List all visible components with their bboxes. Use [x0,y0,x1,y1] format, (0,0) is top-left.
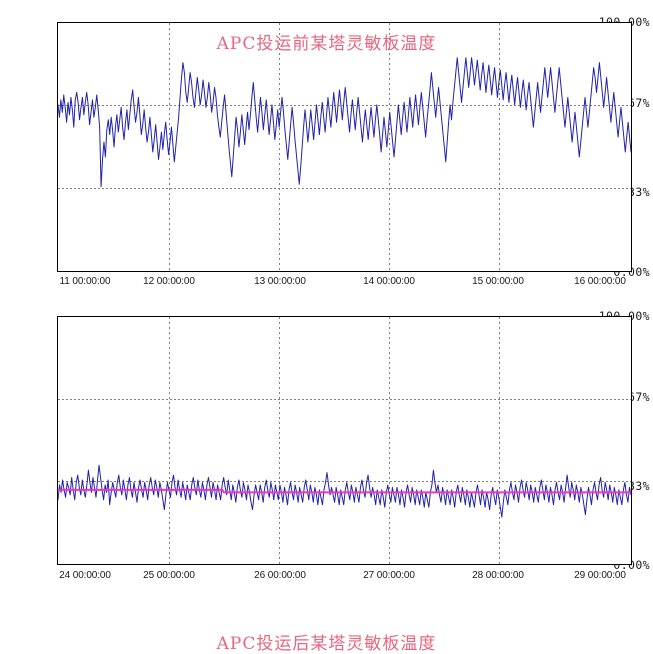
x-axis-tick-label: 11 00:00:00 [59,276,111,287]
x-axis-tick-label: 13 00:00:00 [254,276,306,287]
x-axis-tick-label: 25 00:00:00 [143,570,195,581]
x-axis-tick-label: 29 00:00:00 [574,570,626,581]
chart-title-after: APC投运后某塔灵敏板温度 [216,634,437,654]
chart-panel-after: 100.00% 66.67% 33.33% 0.00% APC投运后某塔灵敏板温… [0,300,653,654]
plot-area-after [57,316,632,565]
x-axis-tick-label: 28 00:00:00 [472,570,524,581]
x-axis-tick-label: 24 00:00:00 [59,570,111,581]
x-axis-tick-label: 26 00:00:00 [254,570,306,581]
plot-area-before [57,22,632,272]
series-canvas-after [58,317,631,564]
x-axis-tick-label: 16 00:00:00 [574,276,626,287]
x-axis-tick-label: 14 00:00:00 [363,276,415,287]
x-axis-tick-label: 27 00:00:00 [363,570,415,581]
x-axis-tick-label: 12 00:00:00 [143,276,195,287]
series-canvas-before [58,23,631,271]
chart-panel-before: 100.00% 66.67% 33.33% 0.00% APC投运前某塔灵敏板温… [0,0,653,300]
x-axis-tick-label: 15 00:00:00 [472,276,524,287]
